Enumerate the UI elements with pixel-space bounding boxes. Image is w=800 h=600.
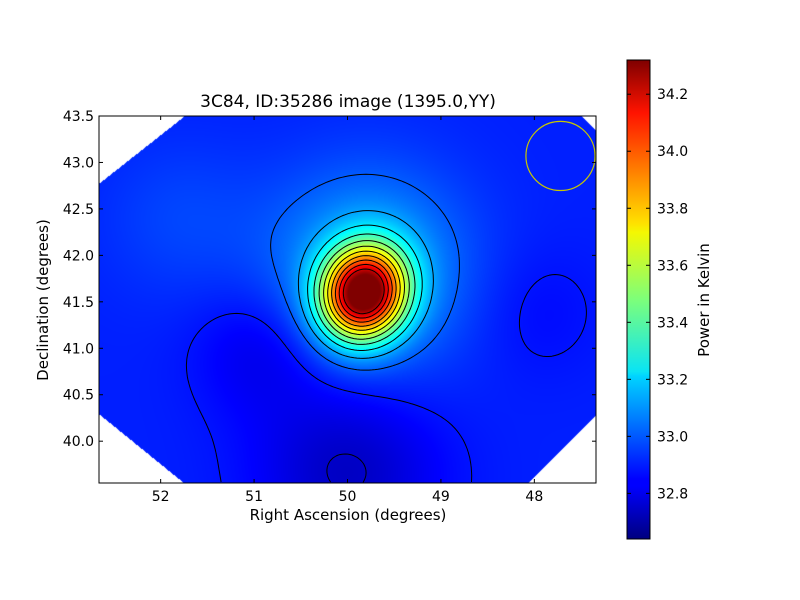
contour-line [313, 233, 416, 345]
x-tick-label: 49 [432, 489, 450, 505]
contour-line [185, 274, 587, 483]
colorbar-tick-label: 33.4 [657, 315, 688, 331]
contour-lines [185, 173, 587, 483]
contour-line [327, 250, 401, 331]
contour-line [342, 268, 385, 315]
colorbar-tick-label: 33.0 [657, 429, 688, 445]
colorbar-tick-label: 32.8 [657, 486, 688, 502]
colorbar-gradient [626, 59, 651, 540]
colorbar: 32.8 33.0 33.2 33.4 33.6 33.8 34.0 34.2 Power i… [626, 59, 713, 540]
contour-line [334, 259, 393, 323]
y-tick-label: 42.5 [63, 202, 94, 218]
y-axis-label: Declination (degrees) [34, 219, 52, 381]
contour-line [323, 245, 405, 336]
x-axis: 52 51 50 49 48 [152, 116, 543, 505]
contour-line [331, 255, 397, 327]
colorbar-tick-label: 34.0 [657, 144, 688, 160]
contour-line [270, 173, 460, 371]
contour-line [326, 453, 367, 483]
colorbar-tick-label: 34.2 [657, 87, 688, 103]
y-tick-label: 43.0 [63, 155, 94, 171]
chart-title: 3C84, ID:35286 image (1395.0,YY) [200, 92, 496, 112]
contour-line [318, 240, 410, 340]
x-tick-label: 52 [152, 489, 170, 505]
y-tick-label: 41.0 [63, 341, 94, 357]
x-tick-label: 50 [339, 489, 357, 505]
y-tick-label: 40.0 [63, 434, 94, 450]
y-tick-label: 41.5 [63, 295, 94, 311]
y-axis: 40.0 40.5 41.0 41.5 42.0 42.5 43.0 43.5 [63, 109, 596, 450]
colorbar-ticks: 32.8 33.0 33.2 33.4 33.6 33.8 34.0 34.2 [627, 87, 688, 502]
contour-line [307, 224, 423, 351]
contour-line [338, 263, 389, 319]
colorbar-label: Power in Kelvin [695, 243, 713, 357]
colorbar-tick-label: 33.8 [657, 201, 688, 217]
heatmap-image [99, 116, 596, 483]
contour-line [297, 210, 434, 359]
x-axis-label: Right Ascension (degrees) [250, 506, 447, 524]
y-tick-label: 43.5 [63, 109, 94, 125]
y-tick-label: 40.5 [63, 388, 94, 404]
x-tick-label: 48 [525, 489, 543, 505]
colorbar-tick-label: 33.2 [657, 372, 688, 388]
x-tick-label: 51 [245, 489, 263, 505]
y-tick-label: 42.0 [63, 248, 94, 264]
beam-circle [525, 120, 596, 192]
colorbar-tick-label: 33.6 [657, 258, 688, 274]
